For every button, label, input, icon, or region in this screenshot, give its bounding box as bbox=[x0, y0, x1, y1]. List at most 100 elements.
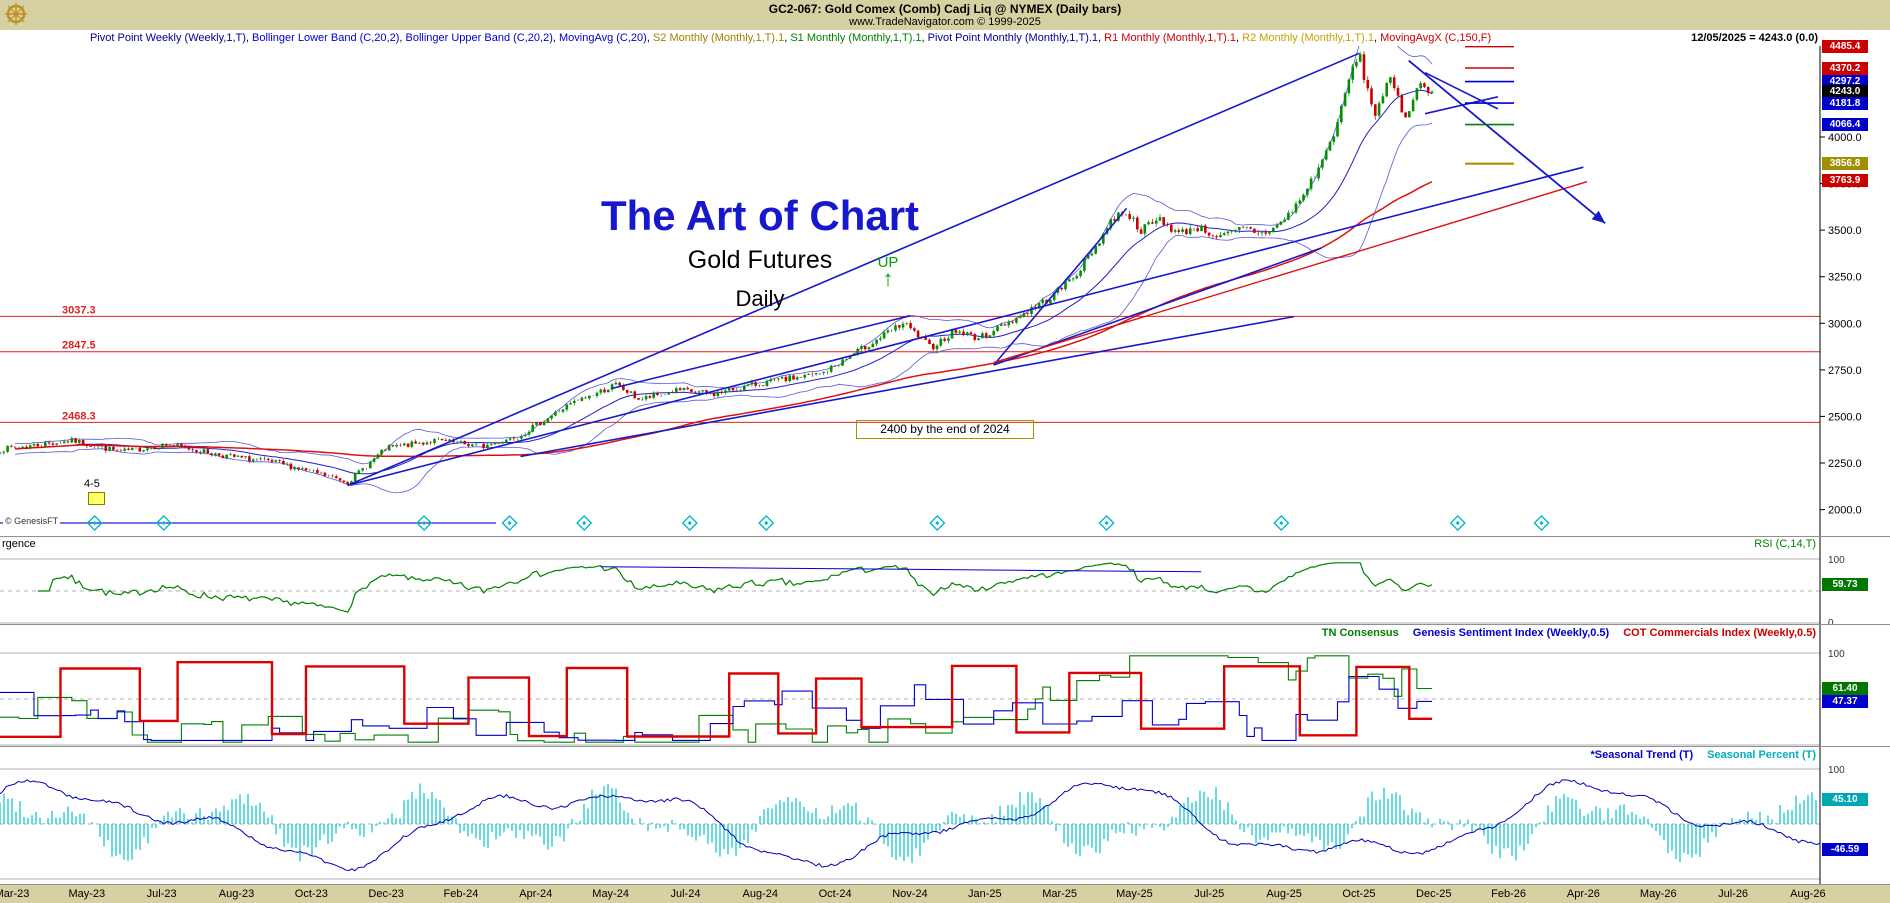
gap-marker bbox=[88, 492, 105, 505]
legend-separator: , bbox=[646, 32, 653, 44]
legend-separator: , bbox=[1098, 32, 1105, 44]
x-axis-label: Jul-24 bbox=[670, 888, 701, 900]
seasonal-chart-canvas[interactable]: 100 bbox=[0, 747, 1890, 884]
x-axis-label: May-26 bbox=[1639, 888, 1677, 900]
legend-date-value: 12/05/2025 = 4243.0 (0.0) bbox=[1691, 32, 1818, 44]
sentiment-index-label: Genesis Sentiment Index (Weekly,0.5) bbox=[1412, 627, 1610, 639]
x-axis-label: Nov-24 bbox=[892, 888, 928, 900]
up-trend-label: UP bbox=[877, 254, 899, 271]
event-diamond-icon bbox=[501, 514, 518, 532]
x-axis-label: Apr-26 bbox=[1566, 888, 1600, 900]
x-axis-label: Dec-25 bbox=[1416, 888, 1452, 900]
x-axis-label: May-24 bbox=[592, 888, 629, 900]
price-target-note: 2400 by the end of 2024 bbox=[856, 420, 1034, 439]
svg-text:100: 100 bbox=[1828, 555, 1845, 566]
consensus-labels: TN Consensus Genesis Sentiment Index (We… bbox=[1322, 627, 1816, 639]
svg-text:2847.5: 2847.5 bbox=[62, 340, 96, 352]
indicator-legend-bar: Pivot Point Weekly (Weekly,1,T), Bolling… bbox=[0, 30, 1890, 46]
consensus-panel: 100 TN Consensus Genesis Sentiment Index… bbox=[0, 624, 1890, 746]
svg-text:2250.0: 2250.0 bbox=[1828, 458, 1862, 470]
legend-item: S1 Monthly (Monthly,1,T).1 bbox=[790, 32, 922, 44]
event-diamond-icon bbox=[758, 514, 775, 532]
tn-consensus-label: TN Consensus bbox=[1321, 627, 1399, 639]
svg-text:100: 100 bbox=[1828, 649, 1845, 660]
svg-text:3000.0: 3000.0 bbox=[1828, 318, 1862, 330]
chart-title: GC2-067: Gold Comex (Comb) Cadj Liq @ NY… bbox=[768, 2, 1122, 16]
legend-separator: , bbox=[1236, 32, 1243, 44]
legend-item: MovingAvgX (C,150,F) bbox=[1380, 32, 1492, 44]
event-diamond-icon bbox=[576, 514, 593, 532]
legend-item: MovingAvg (C,20) bbox=[558, 32, 647, 44]
event-diamond-icon bbox=[155, 514, 172, 532]
legend-item: R1 Monthly (Monthly,1,T).1 bbox=[1104, 32, 1237, 44]
cot-commercials-label: COT Commercials Index (Weekly,0.5) bbox=[1623, 627, 1816, 639]
seasonal-percent-label: Seasonal Percent (T) bbox=[1707, 749, 1816, 761]
rsi-value-badge: 59.73 bbox=[1822, 578, 1868, 592]
x-axis-label: Apr-24 bbox=[519, 888, 553, 900]
chart-header: GC2-067: Gold Comex (Comb) Cadj Liq @ NY… bbox=[0, 0, 1890, 30]
tradenavigator-logo-icon bbox=[3, 2, 29, 31]
rsi-panel: 100 0 rgence RSI (C,14,T) 59.73 bbox=[0, 536, 1890, 624]
svg-text:0: 0 bbox=[1828, 618, 1834, 624]
sentiment-value-badge: 47.37 bbox=[1822, 694, 1868, 708]
seasonal-percent-badge: 45.10 bbox=[1822, 792, 1868, 806]
svg-text:100: 100 bbox=[1828, 765, 1845, 776]
price-badge: 4297.2 bbox=[1822, 75, 1868, 89]
event-diamond-icon bbox=[1273, 514, 1290, 532]
price-badge: 3856.8 bbox=[1822, 157, 1868, 171]
x-axis-label: May-23 bbox=[68, 888, 106, 900]
chart-subtitle: www.TradeNavigator.com © 1999-2025 bbox=[849, 16, 1041, 28]
svg-text:2750.0: 2750.0 bbox=[1828, 365, 1862, 377]
seasonal-labels: *Seasonal Trend (T) Seasonal Percent (T) bbox=[1590, 749, 1816, 761]
svg-text:3500.0: 3500.0 bbox=[1828, 225, 1862, 237]
price-badge: 4181.8 bbox=[1822, 96, 1868, 110]
event-diamond-icon bbox=[1449, 514, 1466, 532]
x-axis-label: Mar-23 bbox=[0, 888, 30, 900]
price-badge: 3763.9 bbox=[1822, 174, 1868, 188]
event-diamond-icon bbox=[929, 514, 946, 532]
legend-items: Pivot Point Weekly (Weekly,1,T), Bolling… bbox=[90, 30, 1491, 46]
x-axis-label: Aug-25 bbox=[1266, 888, 1302, 900]
x-axis-label: May-25 bbox=[1116, 888, 1153, 900]
consensus-value-badge: 61.40 bbox=[1822, 682, 1868, 695]
x-axis-label: Feb-24 bbox=[443, 888, 479, 900]
x-axis-label: Oct-25 bbox=[1342, 888, 1376, 900]
legend-separator: , bbox=[784, 32, 791, 44]
svg-text:2500.0: 2500.0 bbox=[1828, 411, 1862, 423]
seasonal-panel: 100 *Seasonal Trend (T) Seasonal Percent… bbox=[0, 746, 1890, 884]
legend-separator: , bbox=[921, 32, 928, 44]
seasonal-trend-badge: -46.59 bbox=[1822, 843, 1868, 857]
x-axis-label: Jul-26 bbox=[1718, 888, 1749, 900]
event-diamond-icon bbox=[1098, 514, 1115, 532]
price-chart-canvas[interactable]: 3037.32847.52468.34000.03750.03500.03250… bbox=[0, 46, 1890, 536]
x-axis-label: Oct-23 bbox=[294, 888, 328, 900]
legend-item: S2 Monthly (Monthly,1,T).1 bbox=[652, 32, 785, 44]
x-axis-label: Dec-23 bbox=[368, 888, 404, 900]
x-axis-label: Jul-25 bbox=[1194, 888, 1225, 900]
event-diamond-icon bbox=[1533, 514, 1550, 532]
legend-separator: , bbox=[245, 32, 253, 44]
x-axis-label: Oct-24 bbox=[818, 888, 852, 900]
legend-item: Pivot Point Weekly (Weekly,1,T) bbox=[90, 32, 246, 44]
rsi-left-label: rgence bbox=[2, 538, 36, 550]
main-price-panel: 3037.32847.52468.34000.03750.03500.03250… bbox=[0, 40, 1890, 536]
consensus-chart-canvas[interactable]: 100 bbox=[0, 625, 1890, 746]
x-axis-label: Feb-26 bbox=[1491, 888, 1527, 900]
x-axis-label: Aug-23 bbox=[218, 888, 255, 900]
price-badge: 4485.4 bbox=[1822, 40, 1868, 54]
rsi-chart-canvas[interactable]: 100 0 bbox=[0, 537, 1890, 624]
price-badge: 4066.4 bbox=[1822, 118, 1868, 132]
watermark-subtitle: Gold Futures bbox=[687, 246, 833, 274]
legend-item: Bollinger Lower Band (C,20,2) bbox=[252, 32, 400, 44]
legend-item: Pivot Point Monthly (Monthly,1,T).1 bbox=[927, 32, 1099, 44]
legend-separator: , bbox=[399, 32, 406, 44]
legend-item: Bollinger Upper Band (C,20,2) bbox=[405, 32, 553, 44]
x-axis-label: Aug-26 bbox=[1790, 888, 1826, 900]
event-diamond-icon bbox=[416, 514, 433, 532]
genesis-watermark: © GenesisFT bbox=[3, 516, 61, 526]
legend-separator: , bbox=[1373, 32, 1381, 44]
seasonal-trend-label: *Seasonal Trend (T) bbox=[1590, 749, 1694, 761]
rsi-series-label: RSI (C,14,T) bbox=[1754, 538, 1816, 550]
legend-separator: , bbox=[552, 32, 559, 44]
x-axis-label: Jan-25 bbox=[967, 888, 1002, 900]
